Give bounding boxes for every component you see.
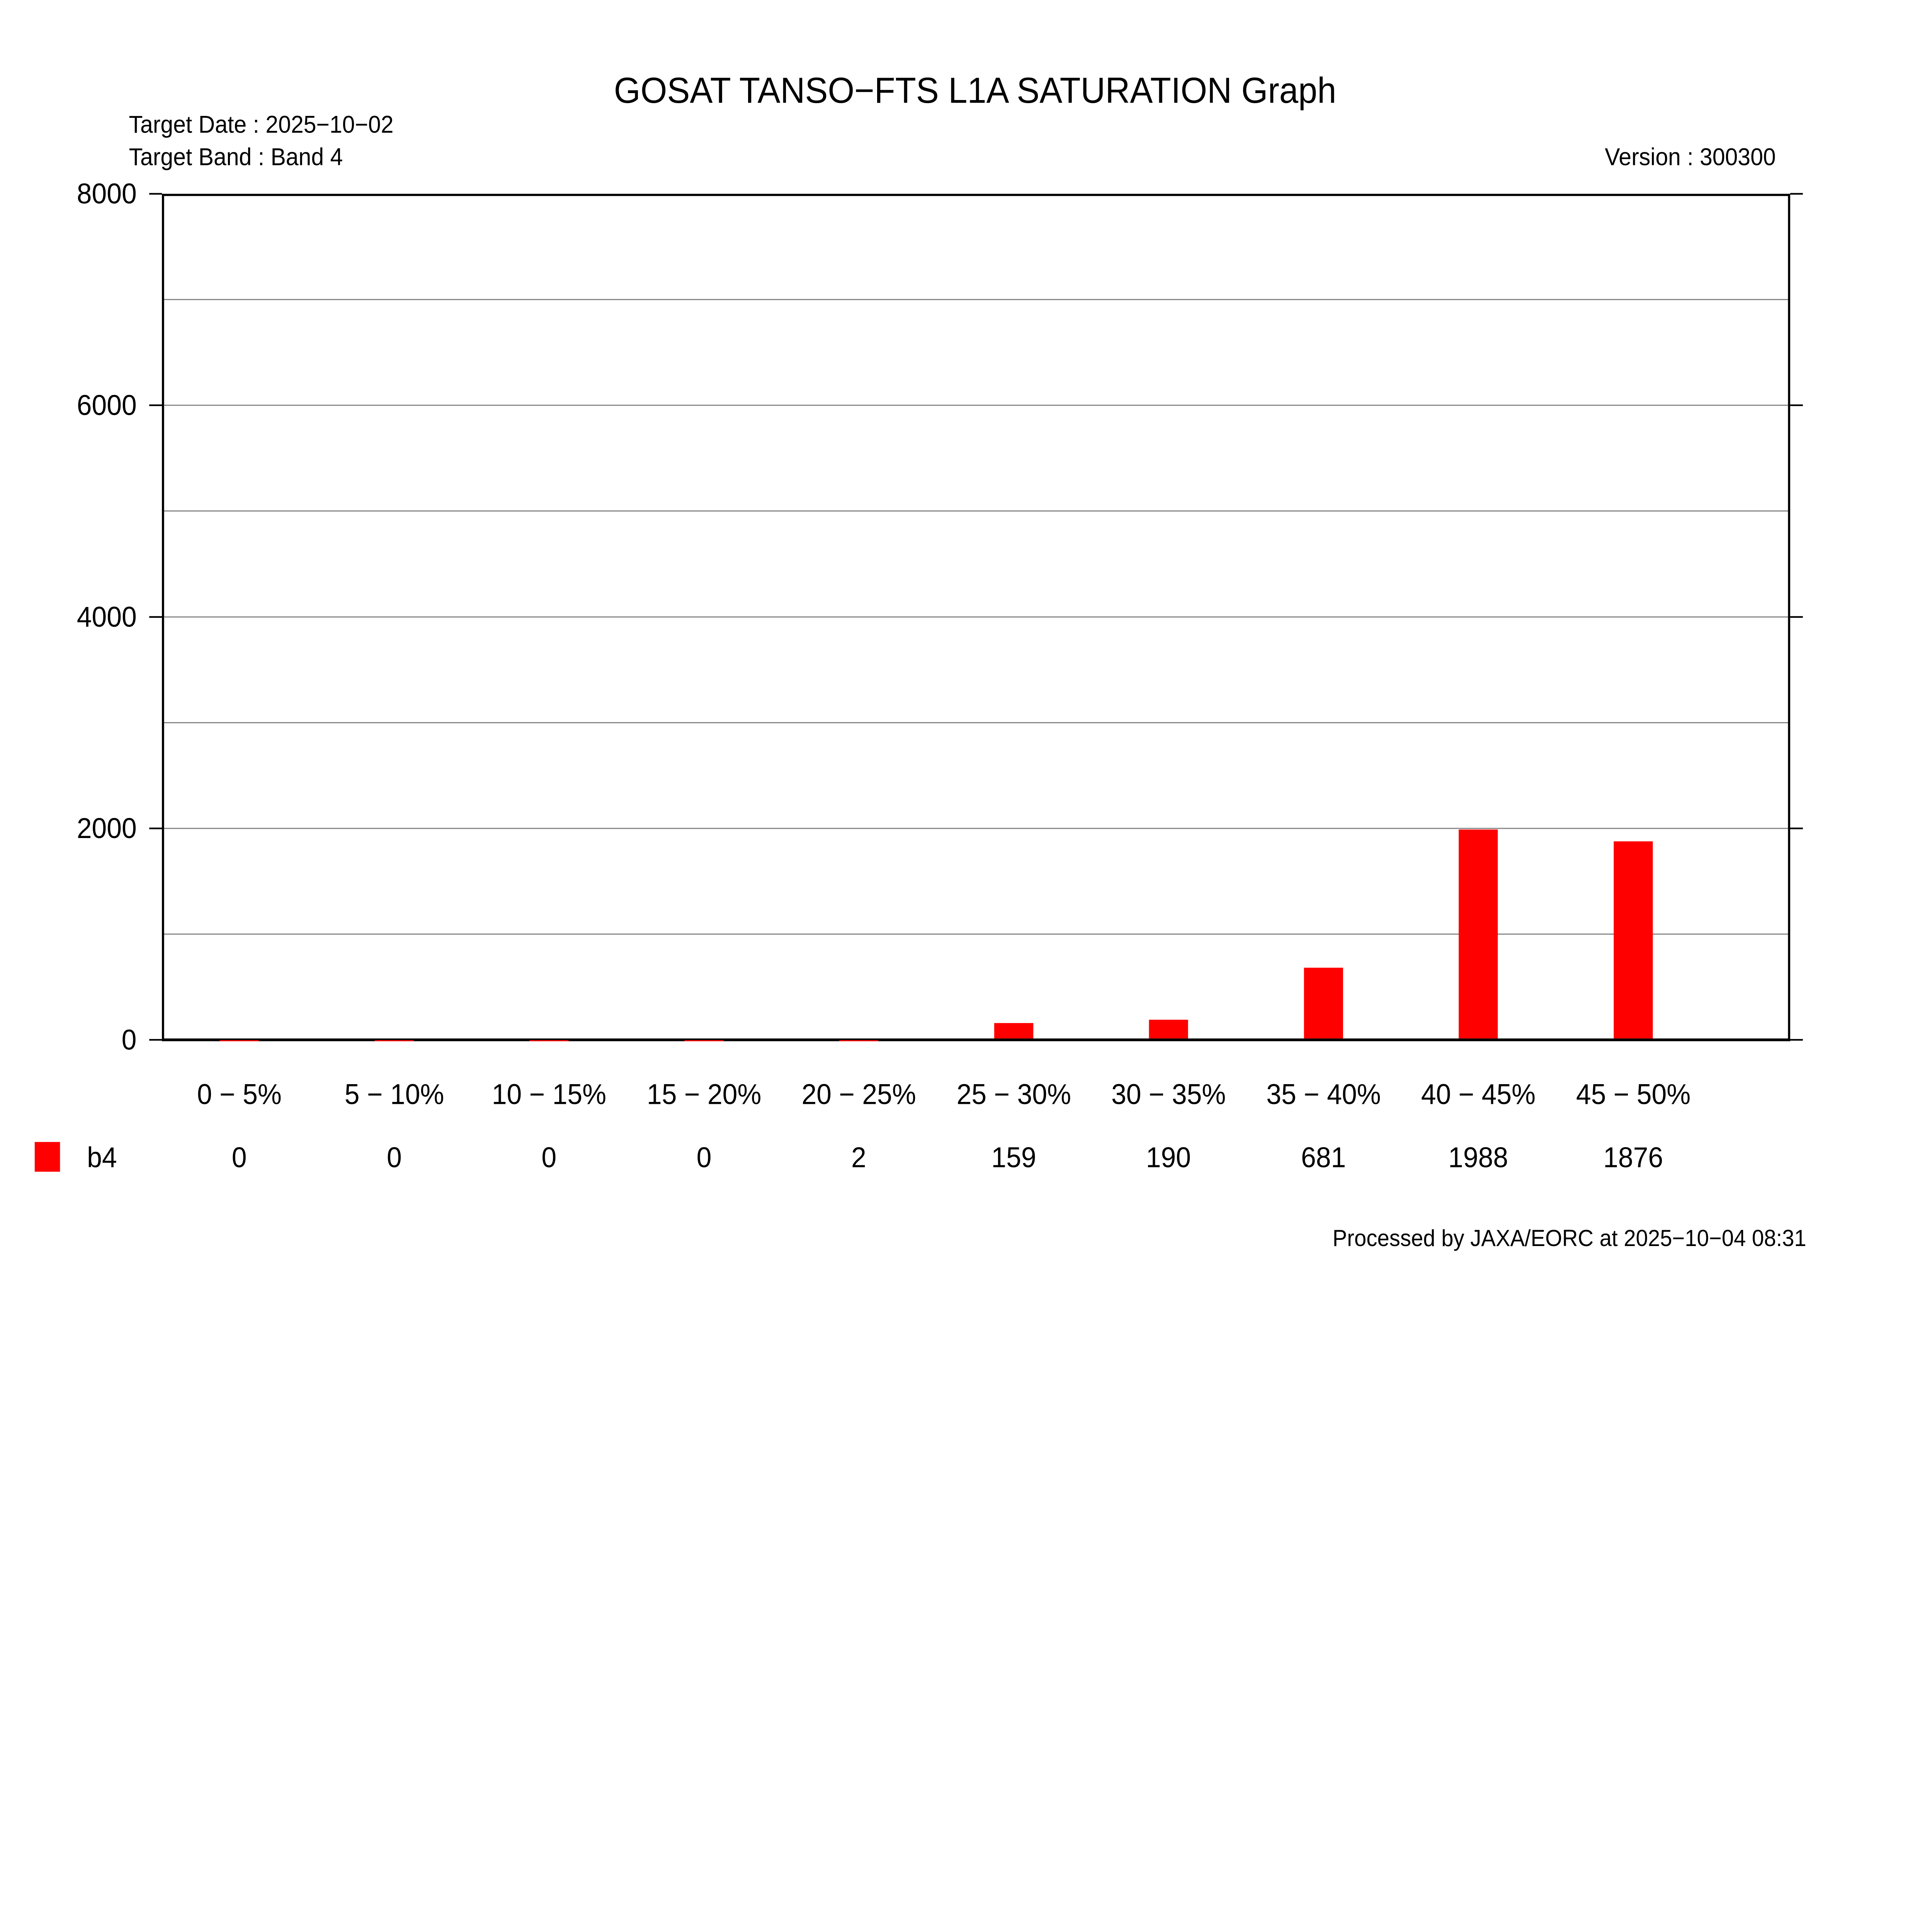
x-tick-label-text: 30 − 35% (1111, 1078, 1226, 1110)
target-date-label: Target Date : 2025−10−02 (129, 111, 394, 138)
zero-bar-marker (219, 1040, 259, 1041)
zero-bar-marker (529, 1040, 569, 1041)
x-tick-label: 25 − 30% (936, 1079, 1091, 1109)
value-label: 0 (317, 1142, 471, 1173)
y-tick-right (1790, 616, 1803, 618)
plot-frame-right (1788, 194, 1791, 1041)
y-tick-label-text: 2000 (77, 812, 137, 845)
zero-bar-marker (839, 1040, 879, 1041)
saturation-graph-page: GOSAT TANSO−FTS L1A SATURATION Graph Tar… (0, 71, 1806, 1251)
gridline (164, 828, 1788, 829)
plot-frame-top (162, 194, 1791, 196)
value-label-text: 681 (1301, 1141, 1346, 1174)
value-label-text: 0 (696, 1141, 712, 1174)
value-label: 681 (1246, 1142, 1401, 1173)
y-tick-label: 6000 (0, 390, 136, 420)
y-tick-right (1790, 193, 1803, 195)
y-tick-left (149, 616, 162, 618)
x-tick-label: 10 − 15% (472, 1079, 626, 1109)
x-tick-label: 45 − 50% (1556, 1079, 1711, 1109)
x-tick-label-text: 40 − 45% (1421, 1078, 1536, 1110)
value-label: 0 (472, 1142, 626, 1173)
legend-label-b4: b4 (87, 1141, 117, 1174)
gridline (164, 299, 1788, 300)
x-tick-label: 20 − 25% (781, 1079, 936, 1109)
y-tick-label: 2000 (0, 813, 136, 843)
value-label-text: 1988 (1448, 1141, 1509, 1174)
value-label-text: 0 (231, 1141, 247, 1174)
value-label-text: 190 (1146, 1141, 1191, 1174)
y-tick-label-text: 8000 (77, 178, 137, 210)
x-tick-label-text: 20 − 25% (801, 1078, 916, 1110)
value-label-text: 2 (851, 1141, 866, 1174)
y-tick-label-text: 4000 (77, 601, 137, 633)
zero-bar-marker (684, 1040, 724, 1041)
gridline (164, 616, 1788, 618)
y-tick-left (149, 827, 162, 830)
gridline (164, 722, 1788, 723)
value-label-text: 159 (991, 1141, 1036, 1174)
x-tick-label-text: 0 − 5% (197, 1078, 282, 1110)
y-tick-label-text: 0 (121, 1023, 137, 1056)
y-tick-left (149, 1039, 162, 1041)
y-tick-right (1790, 827, 1803, 830)
bar (994, 1023, 1034, 1039)
y-tick-right (1790, 1039, 1803, 1041)
x-tick-label-text: 35 − 40% (1266, 1078, 1381, 1110)
value-label: 2 (781, 1142, 936, 1173)
x-tick-label-text: 45 − 50% (1576, 1078, 1691, 1110)
value-label: 1876 (1556, 1142, 1711, 1173)
gridline (164, 405, 1788, 406)
y-tick-left (149, 193, 162, 195)
y-tick-label-text: 6000 (77, 389, 137, 422)
x-tick-label-text: 15 − 20% (646, 1078, 762, 1110)
value-label: 190 (1091, 1142, 1246, 1173)
x-tick-label-text: 5 − 10% (344, 1078, 444, 1110)
y-tick-label: 0 (0, 1023, 137, 1056)
bar (1614, 841, 1653, 1039)
y-tick-label: 8000 (0, 179, 136, 209)
y-tick-right (1790, 404, 1803, 406)
value-label: 1988 (1401, 1142, 1555, 1173)
x-tick-label: 30 − 35% (1091, 1079, 1246, 1109)
value-label: 0 (162, 1142, 316, 1173)
x-axis-line (162, 1038, 1791, 1041)
y-tick-left (149, 404, 162, 406)
bar (1304, 967, 1343, 1039)
x-tick-label-text: 25 − 30% (956, 1078, 1071, 1110)
x-tick-label: 0 − 5% (162, 1079, 316, 1109)
y-tick-label: 4000 (0, 602, 136, 632)
x-tick-label: 40 − 45% (1401, 1079, 1555, 1109)
page-title-text: GOSAT TANSO−FTS L1A SATURATION Graph (614, 70, 1337, 111)
zero-bar-marker (374, 1040, 414, 1041)
value-label-text: 0 (387, 1141, 402, 1174)
value-label: 0 (627, 1142, 781, 1173)
plot-frame-left (162, 194, 164, 1041)
bar (1459, 829, 1498, 1039)
x-tick-label: 5 − 10% (317, 1079, 471, 1109)
version-label: Version : 300300 (1605, 143, 1776, 171)
bar (1149, 1020, 1188, 1039)
value-label-text: 1876 (1603, 1141, 1663, 1174)
value-label: 159 (936, 1142, 1091, 1173)
gridline (164, 933, 1788, 935)
value-label-text: 0 (541, 1141, 557, 1174)
x-tick-label: 35 − 40% (1246, 1079, 1401, 1109)
target-band-label: Target Band : Band 4 (129, 143, 343, 171)
page-title: GOSAT TANSO−FTS L1A SATURATION Graph (162, 71, 1789, 110)
x-tick-label-text: 10 − 15% (492, 1078, 606, 1110)
processed-by-label: Processed by JAXA/EORC at 2025−10−04 08:… (1332, 1225, 1806, 1251)
x-tick-label: 15 − 20% (627, 1079, 781, 1109)
gridline (164, 510, 1788, 512)
legend-swatch-b4 (34, 1142, 60, 1172)
